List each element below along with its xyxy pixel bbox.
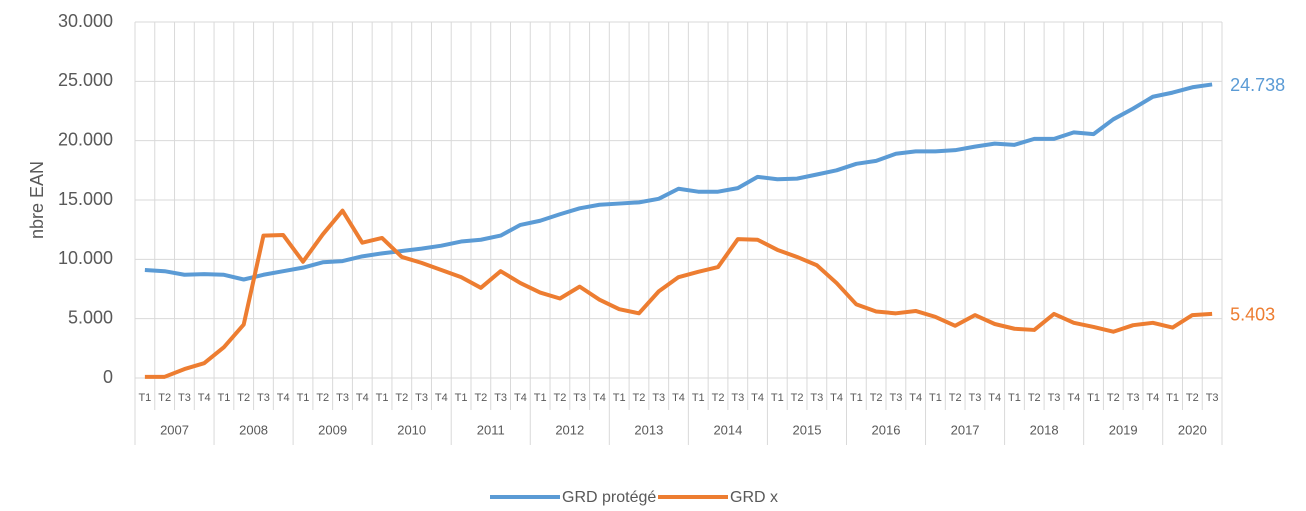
year-label: 2009 [318, 422, 347, 437]
year-label: 2019 [1109, 422, 1138, 437]
x-tick-label: T3 [969, 392, 982, 404]
x-tick-label: T2 [158, 392, 171, 404]
data-label: 24.738 [1230, 75, 1285, 95]
x-tick-label: T4 [1067, 392, 1080, 404]
year-label: 2010 [397, 422, 426, 437]
year-label: 2007 [160, 422, 189, 437]
x-tick-label: T3 [1127, 392, 1140, 404]
x-tick-label: T4 [277, 392, 290, 404]
x-tick-label: T4 [1146, 392, 1159, 404]
y-tick-label: 20.000 [58, 129, 113, 149]
x-tick-label: T4 [830, 392, 843, 404]
x-tick-label: T4 [988, 392, 1001, 404]
x-tick-label: T2 [949, 392, 962, 404]
year-label: 2015 [793, 422, 822, 437]
x-tick-label: T1 [455, 392, 468, 404]
year-label: 2018 [1030, 422, 1059, 437]
x-tick-label: T3 [573, 392, 586, 404]
x-tick-label: T2 [474, 392, 487, 404]
x-tick-label: T3 [1206, 392, 1219, 404]
x-tick-label: T4 [593, 392, 606, 404]
y-tick-label: 10.000 [58, 248, 113, 268]
x-tick-label: T2 [712, 392, 725, 404]
x-tick-label: T3 [889, 392, 902, 404]
x-tick-label: T1 [376, 392, 389, 404]
x-tick-label: T1 [218, 392, 231, 404]
series-line [144, 208, 1213, 379]
data-label: 5.403 [1230, 305, 1275, 325]
y-tick-label: 30.000 [58, 11, 113, 31]
x-tick-label: T3 [336, 392, 349, 404]
x-tick-label: T2 [1107, 392, 1120, 404]
legend-label: GRD x [730, 489, 778, 506]
x-tick-label: T1 [613, 392, 626, 404]
year-label: 2011 [477, 422, 505, 437]
x-tick-label: T2 [870, 392, 883, 404]
x-tick-label: T3 [652, 392, 665, 404]
x-tick-label: T1 [297, 392, 310, 404]
x-tick-label: T1 [692, 392, 705, 404]
series-line [144, 82, 1213, 282]
x-tick-label: T1 [771, 392, 784, 404]
x-tick-label: T3 [731, 392, 744, 404]
year-label: 2017 [951, 422, 980, 437]
x-tick-label: T4 [514, 392, 527, 404]
x-tick-label: T1 [1087, 392, 1100, 404]
x-tick-label: T3 [1048, 392, 1061, 404]
y-tick-label: 5.000 [68, 307, 113, 327]
legend-label: GRD protégé [562, 489, 656, 506]
x-tick-label: T4 [909, 392, 922, 404]
x-tick-label: T4 [672, 392, 685, 404]
x-tick-label: T2 [237, 392, 250, 404]
x-tick-label: T4 [356, 392, 369, 404]
year-label: 2014 [713, 422, 742, 437]
year-label: 2008 [239, 422, 268, 437]
x-tick-label: T2 [1028, 392, 1041, 404]
x-tick-label: T3 [810, 392, 823, 404]
x-tick-label: T2 [553, 392, 566, 404]
x-tick-label: T2 [1186, 392, 1199, 404]
x-tick-label: T3 [415, 392, 428, 404]
year-label: 2016 [872, 422, 901, 437]
y-axis-label: nbre EAN [27, 161, 47, 239]
x-tick-label: T2 [633, 392, 646, 404]
x-tick-label: T1 [138, 392, 151, 404]
x-tick-label: T2 [791, 392, 804, 404]
x-tick-label: T4 [435, 392, 448, 404]
year-label: 2013 [634, 422, 663, 437]
x-tick-label: T3 [257, 392, 270, 404]
year-label: 2020 [1178, 422, 1207, 437]
x-tick-label: T2 [316, 392, 329, 404]
y-tick-label: 25.000 [58, 70, 113, 90]
x-tick-label: T1 [1008, 392, 1021, 404]
x-tick-label: T1 [534, 392, 547, 404]
year-label: 2012 [555, 422, 584, 437]
x-tick-label: T1 [1166, 392, 1179, 404]
x-tick-label: T1 [929, 392, 942, 404]
x-tick-label: T4 [198, 392, 211, 404]
x-tick-label: T3 [178, 392, 191, 404]
x-tick-label: T1 [850, 392, 863, 404]
x-tick-label: T4 [751, 392, 764, 404]
x-tick-label: T2 [395, 392, 408, 404]
y-tick-label: 15.000 [58, 189, 113, 209]
x-tick-label: T3 [494, 392, 507, 404]
y-tick-label: 0 [103, 367, 113, 387]
